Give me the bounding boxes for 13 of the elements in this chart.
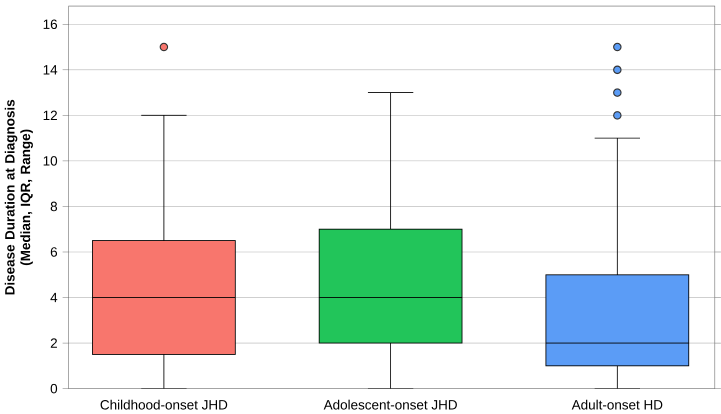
- y-tick-label: 10: [44, 156, 58, 166]
- y-tick-label: 2: [50, 338, 57, 348]
- y-tick-label: 14: [44, 65, 58, 74]
- y-tick-label: 12: [44, 110, 57, 120]
- y-tick-label: 6: [50, 247, 58, 257]
- x-tick-label: Adult-onset HD: [572, 400, 662, 410]
- y-tick-label: 16: [44, 19, 58, 29]
- x-tick-label: Adolescent-onset JHD: [324, 400, 457, 410]
- y-axis-title: Disease Duration at Diagnosis (Median, IQR, Range): [4, 100, 33, 294]
- x-tick-label: Childhood-onset JHD: [100, 400, 228, 410]
- y-tick-label: 8: [50, 202, 58, 212]
- y-tick-label: 0: [50, 384, 58, 394]
- y-tick-label: 4: [50, 292, 58, 302]
